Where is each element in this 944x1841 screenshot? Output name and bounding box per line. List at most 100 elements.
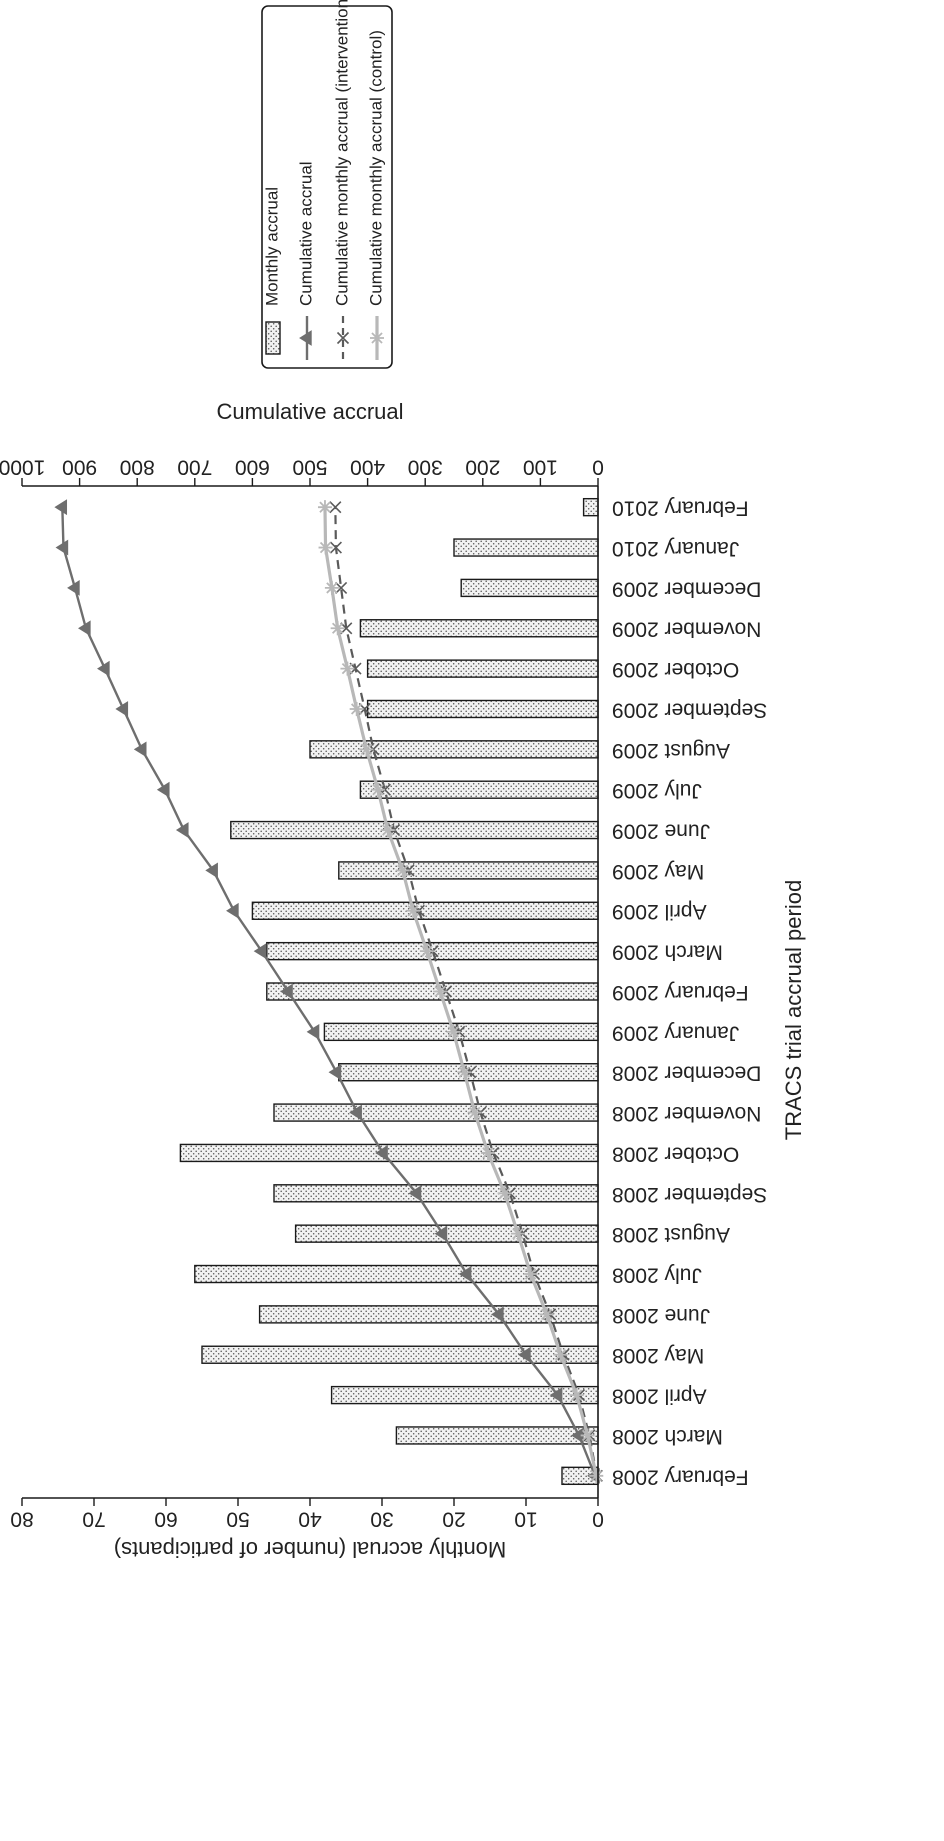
control-point-17 <box>370 782 385 797</box>
control-point-6 <box>510 1226 525 1241</box>
category-label-9: November 2008 <box>612 1102 761 1125</box>
category-label-21: November 2009 <box>612 618 761 641</box>
cumulative-point-15 <box>205 862 218 879</box>
cumulative-tick-label-3: 300 <box>408 455 443 478</box>
category-label-16: June 2009 <box>612 820 710 843</box>
control-point-13 <box>419 944 434 959</box>
cumulative-point-11 <box>306 1023 320 1040</box>
control-point-21 <box>330 621 345 636</box>
intervention-point-22 <box>335 581 348 594</box>
category-label-1: March 2008 <box>612 1425 723 1448</box>
monthly-tick-label-7: 70 <box>82 1507 105 1530</box>
category-label-17: July 2009 <box>612 779 702 802</box>
cumulative-tick-label-0: 0 <box>592 455 604 478</box>
cumulative-axis-title: Cumulative accrual <box>216 399 403 424</box>
monthly-tick-label-2: 20 <box>442 1507 465 1530</box>
control-point-10 <box>457 1065 472 1080</box>
cumulative-point-6 <box>434 1225 448 1242</box>
cumulative-tick-label-6: 600 <box>235 455 270 478</box>
category-label-10: December 2008 <box>612 1062 761 1085</box>
bar-3 <box>201 1345 599 1364</box>
cumulative-point-12 <box>280 983 293 1000</box>
control-point-24 <box>317 500 332 515</box>
bar-16 <box>230 820 599 840</box>
cumulative-tick-label-5: 500 <box>292 455 327 478</box>
cumulative-point-14 <box>226 902 239 919</box>
legend-label-0: Monthly accrual <box>262 187 281 306</box>
legend-label-3: Cumulative monthly accrual (control) <box>366 30 385 306</box>
monthly-axis-title: Monthly accrual (number of participants) <box>114 1537 507 1562</box>
monthly-tick-label-8: 80 <box>10 1507 33 1530</box>
cumulative-point-7 <box>408 1185 422 1202</box>
bar-7 <box>273 1184 599 1203</box>
control-point-22 <box>324 580 339 595</box>
category-label-15: May 2009 <box>612 860 704 883</box>
cumulative-point-23 <box>55 539 69 556</box>
bar-1 <box>395 1426 599 1445</box>
category-axis-title: TRACS trial accrual period <box>781 880 806 1140</box>
cumulative-point-22 <box>67 579 80 596</box>
bar-12 <box>266 982 599 1001</box>
bar-14 <box>251 901 599 920</box>
monthly-tick-label-6: 60 <box>154 1507 177 1530</box>
control-point-8 <box>480 1145 495 1160</box>
control-point-18 <box>359 742 374 757</box>
monthly-tick-label-3: 30 <box>370 1507 393 1530</box>
legend-box <box>261 5 393 369</box>
cumulative-point-2 <box>549 1387 563 1404</box>
legend-symbol-bar <box>265 321 281 355</box>
category-label-14: April 2009 <box>612 900 707 923</box>
monthly-tick-label-4: 40 <box>298 1507 321 1530</box>
control-point-19 <box>349 701 364 716</box>
control-point-4 <box>539 1307 554 1322</box>
bar-15 <box>338 861 599 880</box>
legend-label-1: Cumulative accrual <box>296 161 315 306</box>
cumulative-point-18 <box>133 741 147 758</box>
category-label-22: December 2009 <box>612 577 761 600</box>
control-point-1 <box>580 1428 595 1443</box>
category-label-20: October 2009 <box>612 658 739 681</box>
category-label-2: April 2008 <box>612 1385 707 1408</box>
control-point-14 <box>406 903 421 918</box>
category-label-24: February 2010 <box>612 497 749 520</box>
cumulative-point-8 <box>375 1145 388 1161</box>
control-point-2 <box>569 1388 584 1403</box>
control-point-3 <box>553 1347 568 1362</box>
legend-label-2: Cumulative monthly accrual (intervention… <box>332 0 351 306</box>
cumulative-point-3 <box>518 1346 531 1363</box>
axes: 0 10 20 30 40 50 60 70 80 Monthly accrual (number… <box>0 399 806 1562</box>
cumulative-point-21 <box>77 620 91 637</box>
cumulative-tick-label-1: 100 <box>523 455 558 478</box>
category-label-13: March 2009 <box>612 941 723 964</box>
bar-20 <box>366 659 599 678</box>
cumulative-tick-label-8: 800 <box>120 455 155 478</box>
category-label-19: September 2009 <box>612 698 767 721</box>
intervention-point-24 <box>329 501 342 514</box>
bar-18 <box>309 740 599 759</box>
bar-17 <box>359 780 599 799</box>
category-label-3: May 2008 <box>612 1344 704 1367</box>
legend-marker-cumulative <box>299 330 312 346</box>
control-point-16 <box>380 823 395 838</box>
control-point-15 <box>395 863 410 878</box>
category-label-23: January 2010 <box>612 537 739 560</box>
category-label-18: August 2009 <box>612 739 730 762</box>
control-point-5 <box>523 1267 538 1282</box>
legend-marker-intervention <box>336 331 350 345</box>
cumulative-point-9 <box>349 1104 362 1121</box>
cumulative-tick-label-2: 200 <box>465 455 500 478</box>
legend: Monthly accrual Cumulative accrual Cumulat… <box>261 0 393 369</box>
bar-24 <box>582 497 599 517</box>
monthly-accrual-bars <box>179 497 599 1486</box>
category-label-8: October 2008 <box>612 1142 739 1165</box>
control-point-11 <box>446 1024 461 1039</box>
cumulative-tick-label-7: 700 <box>177 455 212 478</box>
monthly-tick-label-0: 0 <box>592 1507 604 1530</box>
cumulative-point-19 <box>115 701 129 717</box>
cumulative-point-24 <box>54 499 68 516</box>
category-label-4: June 2008 <box>612 1304 710 1327</box>
cumulative-tick-label-4: 400 <box>350 455 385 478</box>
cumulative-tick-label-9: 900 <box>62 455 97 478</box>
category-label-11: January 2009 <box>612 1021 739 1044</box>
